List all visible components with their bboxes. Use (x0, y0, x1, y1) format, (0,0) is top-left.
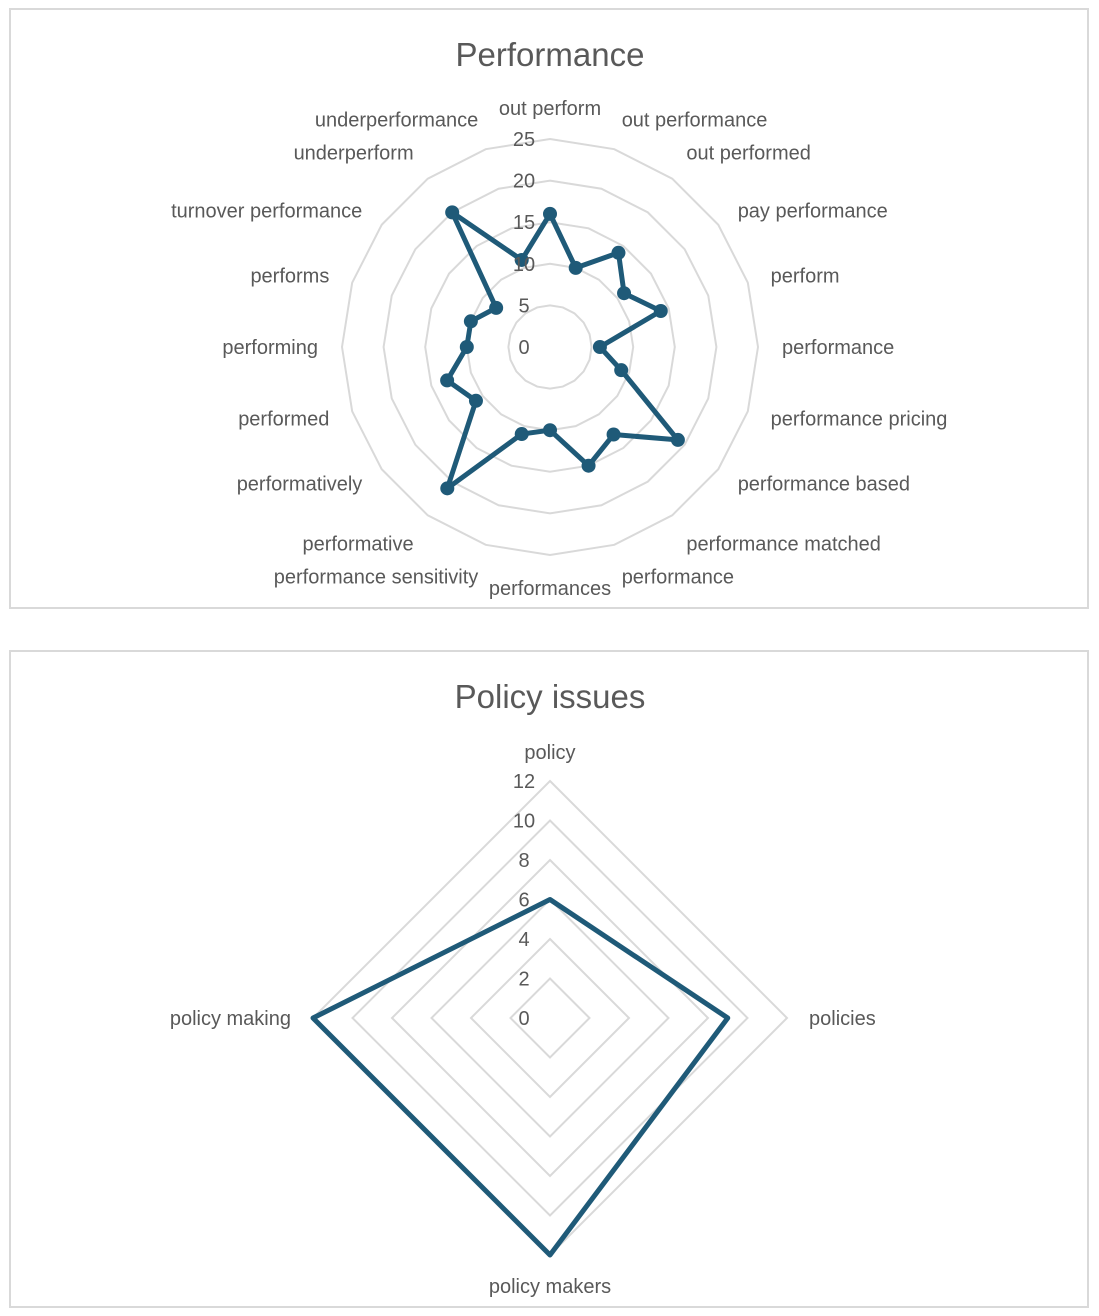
grid-ring (509, 977, 591, 1059)
data-point (468, 393, 483, 408)
grid-ring (507, 304, 593, 390)
policy-issues-chart: Policy issues 0 2 4 6 8 10 12 policy policies pol… (9, 650, 1089, 1308)
tick-label: 5 (518, 295, 529, 317)
category-label: out performed (686, 142, 811, 164)
category-label: policy makers (489, 1276, 611, 1298)
tick-label: 12 (513, 771, 535, 793)
category-label: underperform (294, 142, 414, 164)
grid-ring (351, 819, 749, 1217)
chart-title: Performance (456, 36, 645, 73)
data-point (592, 340, 607, 354)
category-label: performance sensitivity (274, 567, 479, 589)
data-point (489, 300, 504, 315)
tick-label: 15 (513, 212, 535, 234)
category-label: performance (622, 567, 734, 589)
data-point (445, 205, 460, 220)
chart-title: Policy issues (455, 678, 646, 715)
tick-label: 0 (518, 337, 529, 359)
category-label: performed (238, 409, 329, 431)
category-label: policy (524, 742, 575, 764)
category-label: performing (222, 337, 318, 359)
data-point (581, 458, 596, 473)
category-label: performs (250, 265, 329, 287)
data-point (670, 432, 685, 447)
data-point (543, 206, 557, 221)
data-point (614, 363, 629, 378)
data-point (543, 423, 557, 438)
tick-label: 20 (513, 171, 535, 193)
performance-radar-svg: Performance 0 5 10 15 20 25 out perform out per… (171, 36, 948, 600)
tick-label: 6 (518, 890, 529, 912)
category-label: policy making (170, 1008, 291, 1030)
category-label: performances (489, 578, 611, 600)
category-label: performance pricing (771, 409, 948, 431)
tick-label: 4 (518, 929, 529, 951)
category-label: policies (809, 1008, 876, 1030)
data-point (568, 260, 583, 275)
category-label: performance (782, 337, 894, 359)
grid-ring (424, 221, 676, 473)
data-point (653, 304, 668, 319)
series-line (444, 209, 681, 491)
category-label: performance based (738, 473, 910, 495)
category-label: underperformance (315, 109, 478, 131)
grid-ring (390, 858, 710, 1178)
grid-ring (430, 898, 670, 1138)
data-point (440, 481, 455, 496)
data-point (606, 427, 621, 442)
grid-ring (465, 262, 635, 432)
tick-label: 0 (518, 1008, 529, 1030)
tick-label: 10 (513, 811, 535, 833)
category-label: performative (302, 534, 413, 556)
category-label: pay performance (738, 201, 888, 223)
data-point (440, 373, 455, 388)
grid-ring (340, 137, 760, 557)
grid-ring (311, 779, 789, 1257)
category-label: out performance (622, 109, 768, 131)
data-point (514, 427, 529, 442)
grid-ring (382, 179, 718, 515)
data-point (459, 340, 474, 354)
tick-label: 25 (513, 129, 535, 151)
tick-label: 8 (518, 850, 529, 872)
series-line (310, 897, 731, 1258)
data-point (463, 314, 478, 329)
data-point (611, 245, 626, 260)
category-label: perform (771, 265, 840, 287)
category-label: turnover performance (171, 201, 362, 223)
data-point (617, 286, 632, 301)
tick-label: 10 (513, 254, 535, 276)
policy-issues-radar-svg: Policy issues 0 2 4 6 8 10 12 policy policies pol… (170, 678, 876, 1298)
tick-label: 2 (518, 969, 529, 991)
category-label: performatively (237, 473, 363, 495)
category-label: performance matched (686, 534, 881, 556)
category-label: out perform (499, 98, 601, 120)
grid-ring (469, 937, 631, 1099)
data-point (514, 252, 529, 267)
performance-chart: Performance 0 5 10 15 20 25 out perform out per… (9, 8, 1089, 609)
